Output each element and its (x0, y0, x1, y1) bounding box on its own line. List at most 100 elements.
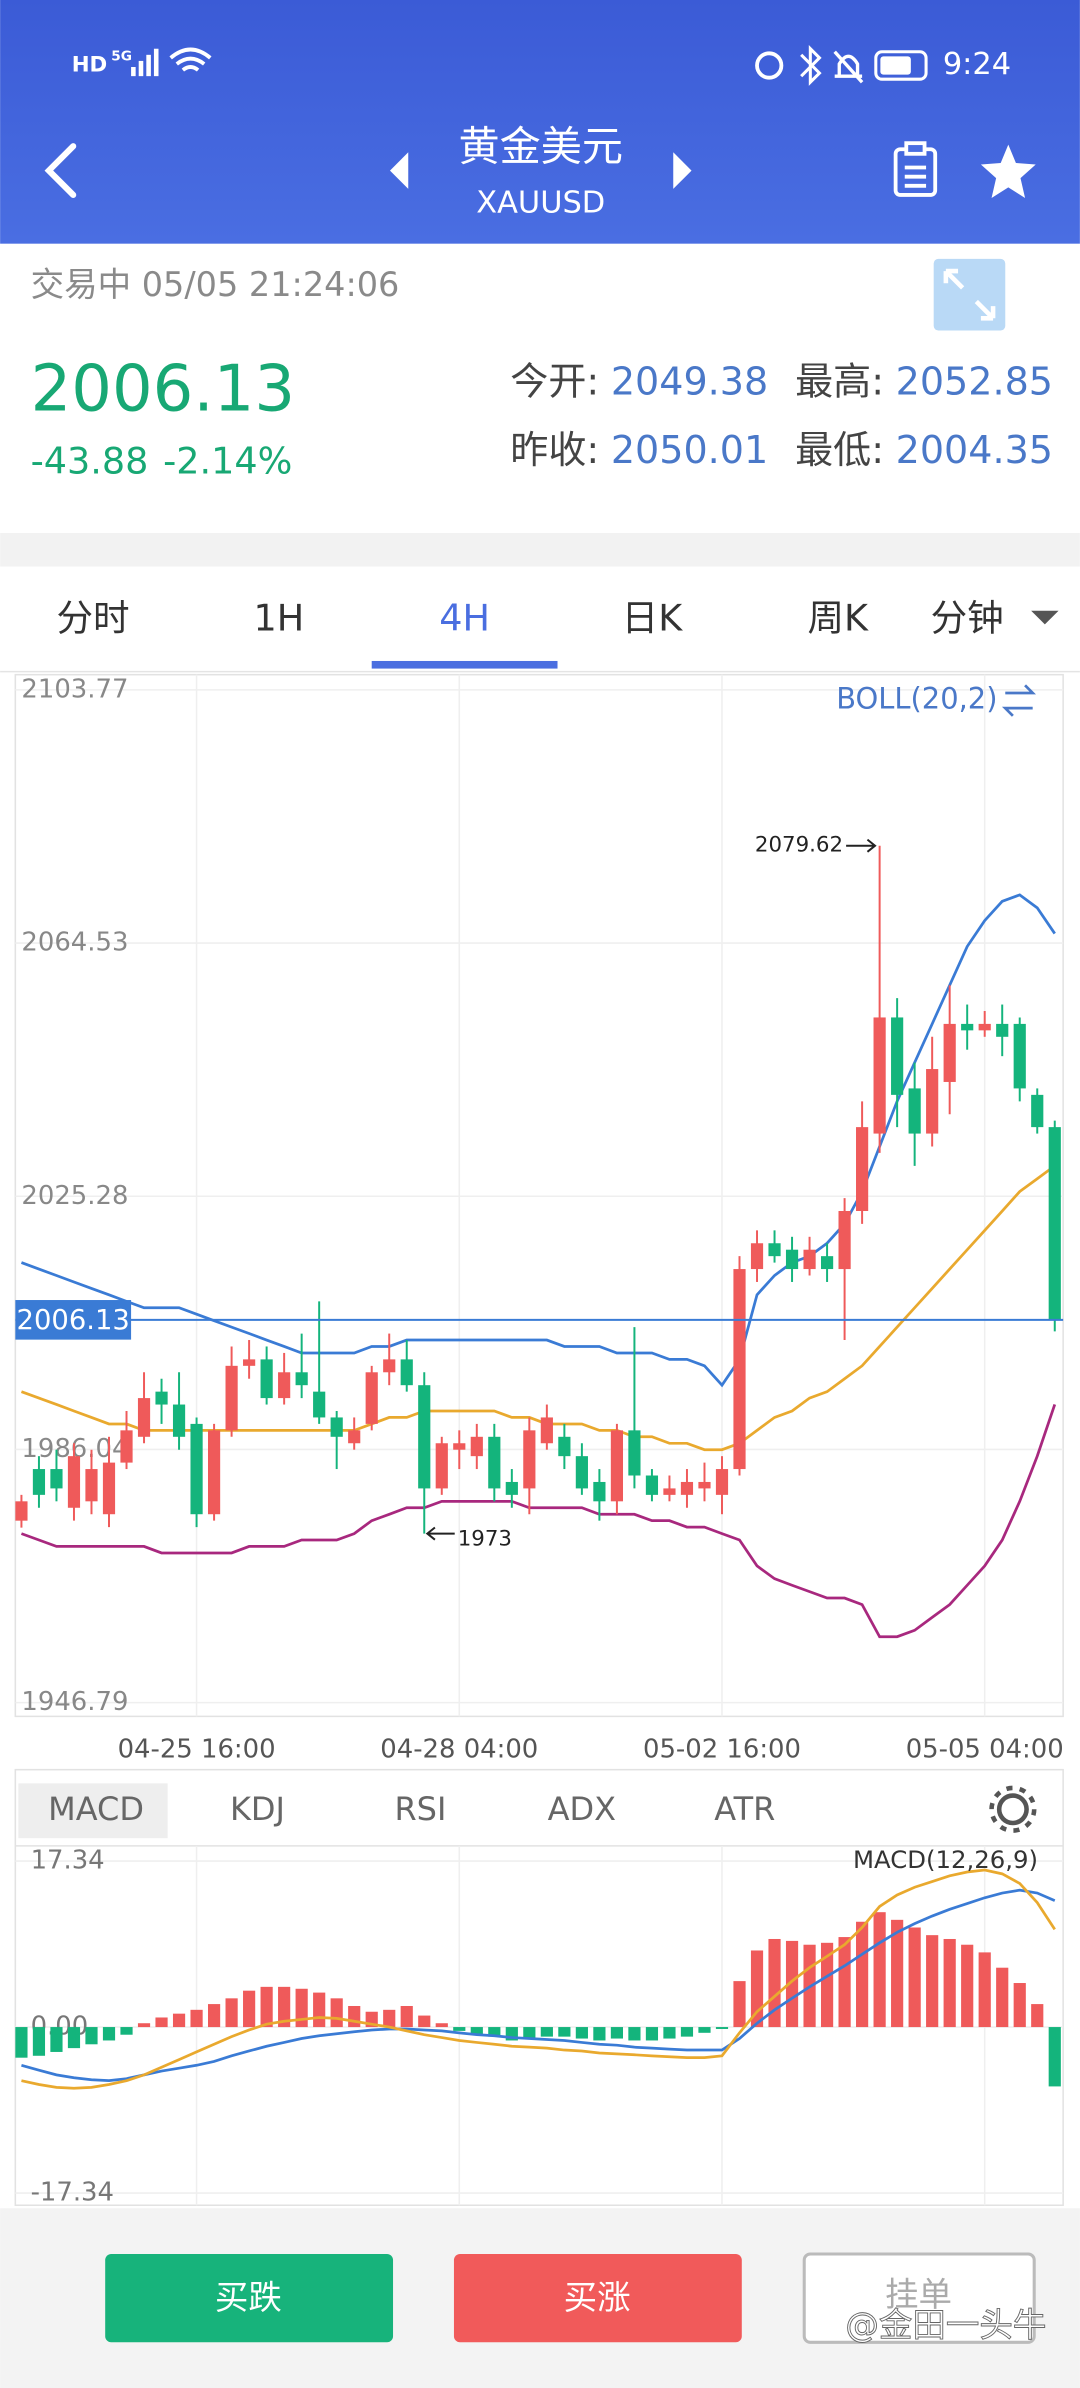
indicator-tab[interactable]: KDJ (230, 1790, 285, 1828)
indicator-tab-active (18, 1783, 168, 1839)
candle-body (733, 1269, 746, 1470)
macd-bar (120, 2027, 133, 2035)
period-tab[interactable]: 日K (622, 596, 684, 639)
candle-body (680, 1481, 694, 1495)
macd-bar (645, 2027, 659, 2041)
candle-body (155, 1391, 168, 1405)
indicator-tab[interactable]: MACD (48, 1790, 144, 1828)
last-price: 2006.13 (31, 353, 295, 427)
status-time: 9:24 (943, 47, 1011, 82)
price-change: -43.88 (31, 439, 149, 482)
x-tick-label: 04-25 16:00 (118, 1734, 276, 1764)
candle-body (996, 1023, 1009, 1037)
macd-bar (908, 1927, 921, 2028)
bluetooth-icon (800, 45, 822, 86)
period-tab[interactable]: 分时 (56, 596, 129, 639)
max-arrow (846, 838, 877, 853)
y-tick-label: 2064.53 (21, 928, 128, 958)
candle-body (172, 1404, 186, 1437)
candle-body (540, 1417, 553, 1444)
period-tab[interactable]: 周K (807, 596, 869, 639)
buy-button[interactable] (453, 2253, 742, 2343)
candle-body (978, 1023, 991, 1031)
macd-bar (278, 1986, 291, 2028)
macd-bar (260, 1986, 273, 2028)
macd-bar (172, 2013, 186, 2028)
period-tab[interactable]: 分钟 (931, 596, 1004, 639)
indicator-tab[interactable]: ATR (714, 1790, 775, 1828)
back-button[interactable] (44, 143, 77, 198)
candle-body (873, 1017, 886, 1134)
candle-body (1013, 1023, 1026, 1089)
order-button[interactable] (802, 2252, 1036, 2344)
macd-bar (961, 1944, 974, 2028)
candle-body (663, 1488, 676, 1495)
candle-body (926, 1069, 939, 1134)
candle-body (505, 1481, 518, 1495)
indicator-switch[interactable] (1001, 684, 1036, 717)
macd-bar (400, 2005, 413, 2028)
wifi-icon (169, 47, 212, 72)
candle-body (85, 1469, 98, 1502)
candle-body (383, 1359, 396, 1373)
current-price-label: 2006.13 (17, 1305, 130, 1336)
boll-line (20, 1404, 1057, 1639)
candle-body (418, 1385, 431, 1489)
prev-symbol[interactable] (389, 152, 409, 189)
candle-body (15, 1501, 28, 1521)
macd-bar (243, 1990, 256, 2028)
period-tab[interactable]: 1H (253, 596, 304, 639)
candle-body (1031, 1094, 1044, 1128)
macd-bar (733, 1981, 746, 2028)
macd-bar (313, 1992, 326, 2028)
macd-bar (943, 1938, 956, 2028)
candle-body (32, 1469, 46, 1495)
settings-button[interactable] (989, 1785, 1037, 1833)
macd-bar (67, 2027, 81, 2049)
x-tick-label: 05-02 16:00 (643, 1734, 801, 1764)
x-tick-label: 05-05 04:00 (906, 1734, 1064, 1764)
candle-body (190, 1423, 203, 1515)
macd-bar (15, 2027, 28, 2058)
macd-bar (680, 2027, 694, 2037)
candle-body (67, 1456, 81, 1508)
y-tick-label: 2025.28 (21, 1181, 128, 1211)
mute-icon (833, 50, 864, 84)
field-label: 昨收: (510, 428, 599, 472)
indicator-title: MACD(12,26,9) (853, 1845, 1038, 1874)
candle-body (593, 1481, 606, 1502)
indicator-tab[interactable]: RSI (394, 1790, 446, 1828)
y-tick-label: 1946.79 (21, 1687, 128, 1717)
candle-body (102, 1462, 116, 1515)
macd-bar (838, 1937, 851, 2028)
field-value: 2049.38 (611, 359, 768, 403)
candle-body (628, 1430, 641, 1476)
tab-underline (371, 660, 558, 669)
candle-body (558, 1436, 571, 1457)
next-symbol[interactable] (673, 152, 692, 189)
field-value: 2050.01 (611, 428, 768, 472)
field-value: 2004.35 (896, 428, 1053, 472)
period-tab[interactable]: 4H (439, 596, 490, 639)
candle-body (575, 1456, 588, 1489)
favorite-button[interactable] (980, 144, 1036, 198)
indicator-label[interactable]: BOLL(20,2) (836, 682, 997, 716)
sell-button[interactable] (105, 2253, 394, 2343)
candle-body (820, 1256, 834, 1270)
max-label: 2079.62 (755, 833, 843, 858)
macd-bar (330, 1998, 343, 2028)
buy-label: 买涨 (564, 2278, 631, 2317)
macd-bar (435, 2023, 448, 2028)
fullscreen-button[interactable] (933, 258, 1006, 331)
candle-body (207, 1430, 221, 1515)
candle-body (488, 1436, 501, 1489)
notes-button[interactable] (893, 141, 938, 197)
signal-icon (131, 48, 159, 77)
macd-bar (891, 1919, 904, 2028)
watermark: @金田一头牛 (845, 2306, 1046, 2345)
indicator-tab[interactable]: ADX (548, 1790, 616, 1828)
boll-line (20, 893, 1056, 1388)
macd-bar (996, 1967, 1009, 2028)
candle-body (400, 1359, 413, 1386)
